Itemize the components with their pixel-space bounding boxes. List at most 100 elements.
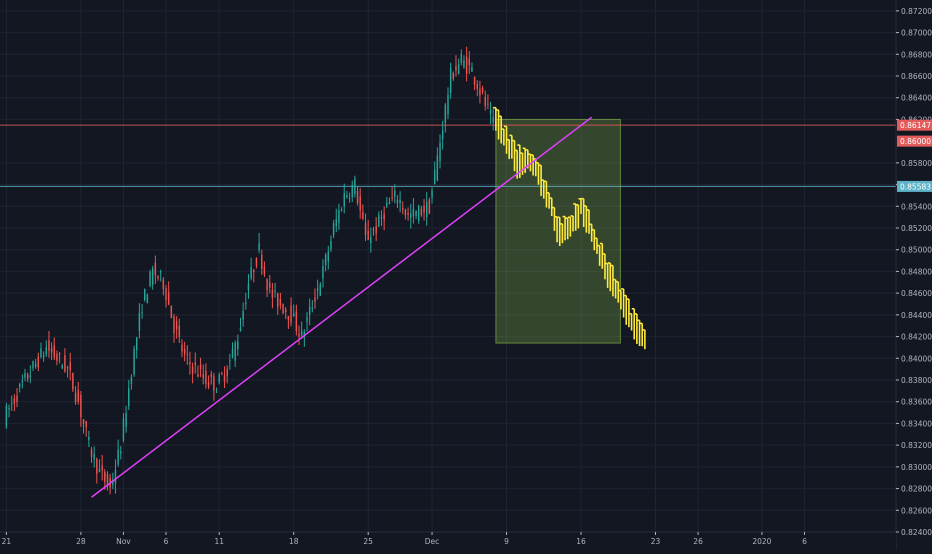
price-tick-label-17: 0.83600 (901, 398, 932, 407)
price-tick-label-23: 0.82400 (901, 528, 932, 537)
candle-body-50 (138, 313, 141, 331)
candle-body-116 (314, 297, 316, 302)
candle-body-111 (300, 330, 303, 336)
candle-body-173 (465, 56, 468, 74)
candle-body-163 (439, 142, 441, 162)
candle-body-40 (112, 480, 114, 485)
candle-body-106 (287, 315, 290, 320)
grid-lines (0, 0, 896, 533)
candle-body-132 (356, 191, 359, 204)
candle-body-183 (492, 116, 494, 123)
candle-body-61 (167, 292, 170, 305)
price-level-badge-2 (897, 180, 932, 192)
candle-body-83 (226, 368, 228, 376)
candle-body-77 (210, 374, 212, 378)
price-tick-label-16: 0.83800 (901, 376, 932, 385)
candle-body-29 (82, 419, 85, 424)
candle-body-98 (266, 279, 268, 291)
candle-body-176 (473, 77, 476, 85)
candle-body-76 (207, 381, 210, 387)
candle-body-119 (322, 266, 324, 279)
candle-body-9 (29, 375, 32, 378)
candle-body-58 (159, 271, 162, 273)
candle-body-55 (151, 268, 154, 285)
candle-body-91 (247, 283, 250, 291)
candle-body-95 (258, 243, 260, 251)
candle-body-143 (386, 203, 388, 206)
candle-body-101 (274, 290, 276, 292)
candle-body-130 (351, 184, 353, 198)
candle-body-146 (394, 190, 396, 197)
price-level-label-2: 0.85583 (900, 182, 931, 191)
time-tick-label-0: 21 (2, 537, 12, 546)
price-tick-label-11: 0.84800 (901, 267, 932, 276)
candle-body-178 (479, 88, 481, 96)
candle-body-30 (85, 421, 87, 427)
candle-body-93 (253, 270, 255, 273)
candle-body-0 (5, 405, 8, 427)
candle-body-138 (372, 229, 375, 231)
candle-body-110 (298, 333, 300, 337)
candle-body-177 (476, 83, 478, 89)
candle-body-32 (90, 449, 93, 457)
candle-body-53 (146, 294, 149, 304)
candle-body-153 (412, 208, 415, 217)
candle-body-19 (56, 354, 58, 361)
candle-body-78 (213, 376, 215, 391)
candle-body-13 (40, 348, 42, 357)
candle-body-182 (489, 109, 492, 114)
horizontal-levels (0, 124, 896, 187)
candle-body-171 (460, 54, 463, 64)
price-tick-label-20: 0.83000 (901, 463, 932, 472)
candle-body-165 (444, 104, 447, 123)
candle-body-23 (66, 367, 69, 369)
candle-body-67 (183, 348, 186, 355)
price-tick-label-0: 0.87200 (901, 7, 932, 16)
candle-body-87 (237, 341, 239, 350)
candle-body-114 (308, 306, 311, 315)
candle-body-108 (292, 313, 295, 317)
candle-body-172 (463, 60, 465, 68)
candle-body-64 (175, 320, 178, 330)
candle-body-62 (170, 305, 173, 319)
candle-body-180 (484, 96, 486, 107)
candle-body-65 (178, 325, 181, 337)
time-axis[interactable]: 21 28 Nov 6 11 18 25 Dec 9 16 23 26 2020 6 (0, 531, 896, 550)
candle-body-154 (415, 210, 417, 217)
candle-body-126 (340, 209, 343, 211)
candle-body-34 (96, 458, 98, 474)
candle-body-74 (202, 373, 204, 379)
candle-body-128 (346, 195, 348, 198)
time-tick-label-4: 11 (214, 537, 224, 546)
candle-body-57 (157, 275, 159, 279)
candle-body-99 (269, 282, 271, 288)
candle-body-2 (10, 403, 13, 405)
trendline (91, 116, 593, 498)
price-axis[interactable]: 0.872000.870000.868000.866000.864000.862… (895, 0, 932, 550)
price-tick-label-6: 0.85800 (901, 159, 932, 168)
candle-body-85 (231, 348, 234, 358)
candle-body-48 (133, 348, 135, 375)
candle-body-41 (114, 470, 117, 483)
candle-body-92 (250, 267, 252, 279)
candle-body-150 (404, 209, 407, 216)
candle-body-115 (311, 307, 314, 309)
projection-bars (493, 106, 646, 350)
candle-body-112 (303, 331, 306, 338)
candle-body-81 (221, 373, 223, 375)
candle-body-164 (441, 130, 444, 139)
candle-body-179 (481, 87, 484, 92)
candle-body-73 (199, 364, 202, 370)
candle-body-8 (26, 374, 29, 379)
candle-body-100 (271, 289, 274, 298)
trendline-layer (91, 116, 593, 498)
candle-body-22 (64, 355, 66, 372)
candle-body-121 (327, 251, 330, 262)
candle-body-5 (18, 384, 21, 387)
candle-body-137 (370, 236, 372, 244)
time-tick-label-6: 25 (363, 537, 373, 546)
candle-body-144 (388, 202, 391, 205)
candle-body-20 (58, 353, 61, 355)
